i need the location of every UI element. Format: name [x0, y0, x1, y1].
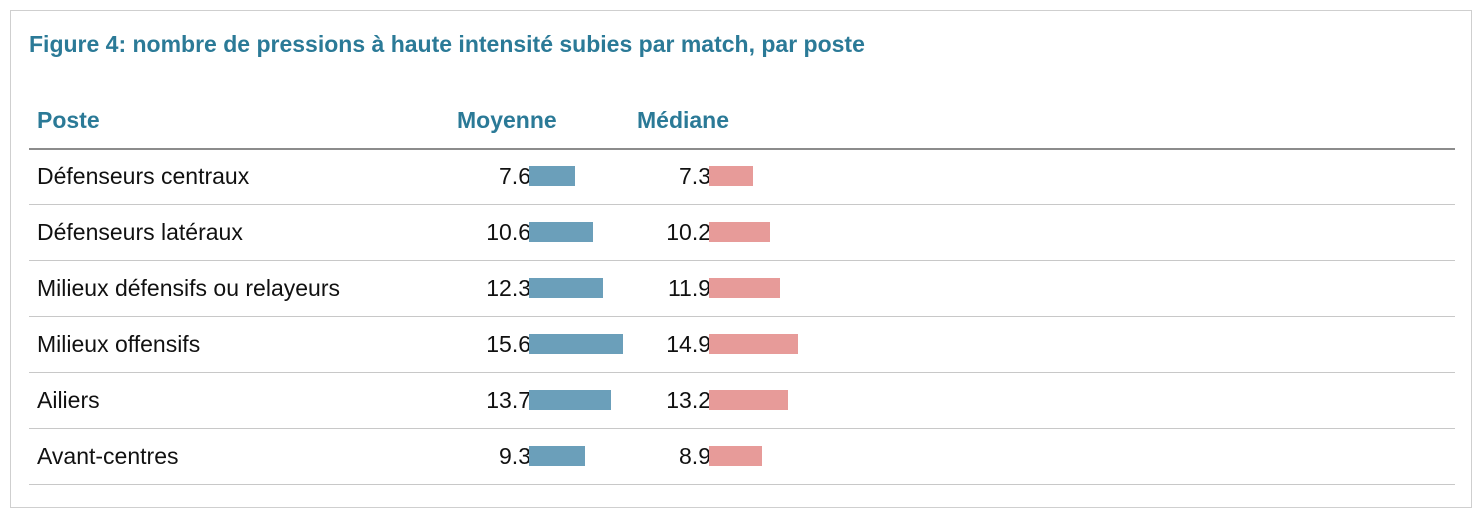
poste-label: Avant-centres — [37, 443, 179, 469]
moyenne-bar — [529, 166, 575, 186]
moyenne-value: 7.6 — [499, 163, 531, 189]
mediane-bar — [709, 222, 771, 242]
mediane-value: 8.9 — [679, 443, 711, 469]
header-mediane: Médiane — [637, 107, 730, 133]
mediane-value: 14.9 — [666, 331, 711, 357]
chart-frame: Figure 4: nombre de pressions à haute in… — [10, 10, 1472, 508]
poste-label: Milieux offensifs — [37, 331, 201, 357]
table-row: Milieux offensifs 15.6 14.9 — [29, 317, 1455, 373]
table-row: Défenseurs latéraux 10.6 10.2 — [29, 205, 1455, 261]
moyenne-value: 9.3 — [499, 443, 531, 469]
poste-label: Ailiers — [37, 387, 100, 413]
mediane-bar — [709, 446, 763, 466]
mediane-value: 13.2 — [666, 387, 711, 413]
table-row: Défenseurs centraux 7.6 7.3 — [29, 149, 1455, 205]
poste-label: Milieux défensifs ou relayeurs — [37, 275, 340, 301]
moyenne-value: 15.6 — [486, 331, 531, 357]
mediane-value: 7.3 — [679, 163, 711, 189]
moyenne-bar — [529, 278, 603, 298]
moyenne-value: 12.3 — [486, 275, 531, 301]
moyenne-bar — [529, 390, 612, 410]
poste-label: Défenseurs latéraux — [37, 219, 243, 245]
moyenne-bar — [529, 222, 593, 242]
moyenne-bar — [529, 334, 623, 354]
moyenne-value: 13.7 — [486, 387, 531, 413]
table-row: Milieux défensifs ou relayeurs 12.3 11.9 — [29, 261, 1455, 317]
poste-label: Défenseurs centraux — [37, 163, 250, 189]
chart-title: Figure 4: nombre de pressions à haute in… — [29, 31, 865, 57]
mediane-value: 10.2 — [666, 219, 711, 245]
mediane-bar — [709, 166, 753, 186]
header-moyenne: Moyenne — [457, 107, 557, 133]
header-poste: Poste — [37, 107, 100, 133]
moyenne-value: 10.6 — [486, 219, 531, 245]
mediane-value: 11.9 — [667, 275, 711, 301]
header-divider — [29, 148, 1455, 150]
table-row: Avant-centres 9.3 8.9 — [29, 429, 1455, 485]
moyenne-bar — [529, 446, 585, 466]
mediane-bar — [709, 334, 799, 354]
mediane-bar — [709, 278, 781, 298]
table-row: Ailiers 13.7 13.2 — [29, 373, 1455, 429]
mediane-bar — [709, 390, 789, 410]
